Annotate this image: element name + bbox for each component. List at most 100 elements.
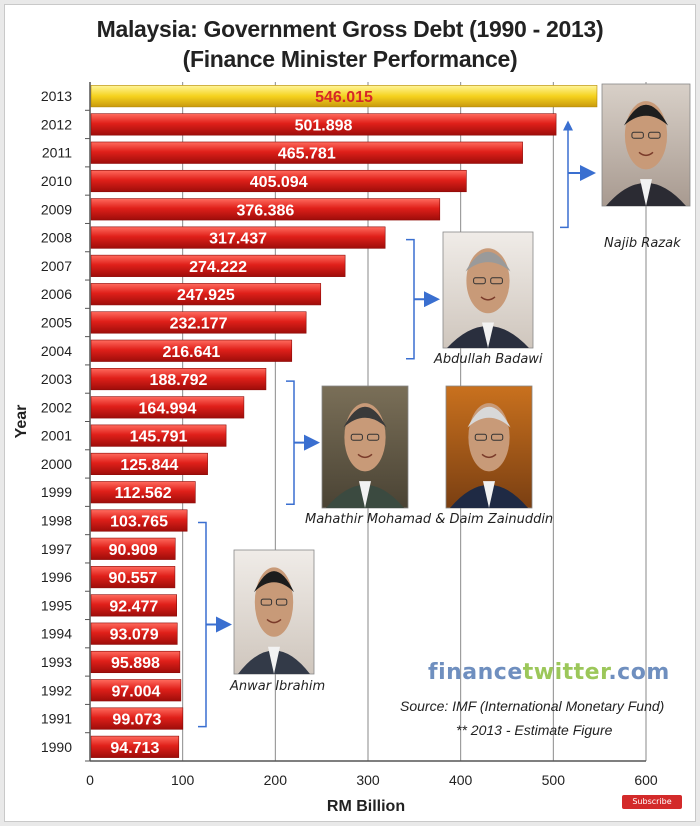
data-label-2002: 164.994 [139,400,197,417]
data-label-1992: 97.004 [111,683,160,700]
portrait-mahathir-mohamad [321,385,409,509]
subscribe-button[interactable]: Subscribe [622,795,682,809]
caption-najib-razak: Najib Razak [604,236,681,251]
bracket-najib [560,120,596,229]
bar-1998 [90,509,188,532]
photo-glasses-right [648,131,661,139]
brand-part3: .com [608,660,670,685]
bar-2013 [90,85,598,108]
photo-glasses-right [491,433,504,441]
y-tick-label: 1999 [41,484,72,500]
photo-glasses-left [260,598,273,606]
bar-2005 [90,311,307,334]
photo-glasses-right [367,433,380,441]
chart-title: Malaysia: Government Gross Debt (1990 - … [96,16,604,42]
y-tick-label: 2009 [41,201,72,217]
arrow-up [563,120,573,131]
y-tick-label: 1996 [41,569,72,585]
data-label-1990: 94.713 [110,740,159,757]
data-label-1995: 92.477 [109,598,158,615]
data-label-2008: 317.437 [209,231,267,248]
y-axis-title: Year [13,405,30,439]
photo-collar [483,481,495,508]
data-label-2012: 501.898 [295,117,353,134]
y-tick-label: 2003 [41,371,72,387]
chart-subtitle: (Finance Minister Performance) [182,46,518,72]
bar-2007 [90,254,346,277]
estimate-note: ** 2013 - Estimate Figure [456,722,613,738]
x-tick-label: 0 [86,772,94,788]
photo-face [466,248,510,314]
data-label-1999: 112.562 [115,485,172,502]
x-tick-label: 300 [356,772,380,788]
photo-mouth [638,151,654,157]
y-tick-label: 2013 [41,88,72,104]
photo-hair [467,406,511,428]
y-tick-label: 1997 [41,541,72,557]
photo-collar [482,322,494,348]
bar-2012 [90,113,557,136]
x-tick-label: 100 [171,772,195,788]
photo-face [254,567,294,637]
axes: 0 100 200 300 400 500 600 RM Billion Year 1990 199… [13,82,658,815]
y-tick-label: 2002 [41,399,72,415]
photo-glasses-left [631,131,644,139]
portrait-daim-zainuddin [445,385,533,509]
bar-2001 [90,424,227,447]
photo-mouth [266,618,282,624]
bar-2011 [90,141,523,164]
y-tick-label: 1993 [41,654,72,670]
data-label-1998: 103.765 [110,514,168,531]
photo-hair [624,104,668,126]
brand-part2: twitter [522,660,609,685]
bracket-line [560,128,569,229]
bracket-mahathir [286,380,320,505]
bar-2006 [90,283,322,306]
x-tick-label: 400 [449,772,473,788]
photo-glasses-left [350,433,363,441]
data-label-2009: 376.386 [236,202,294,219]
x-tick-label: 200 [264,772,288,788]
bar-2008 [90,226,386,249]
y-tick-label: 2010 [41,173,72,189]
y-tick-label: 2005 [41,314,72,330]
y-tick-label: 2011 [42,145,72,161]
bracket-abdullah [406,238,440,360]
x-tick-label: 600 [634,772,658,788]
photo-glasses-right [490,277,503,285]
photo-hair [254,571,294,593]
y-tick-label: 2004 [41,343,72,359]
photo-collar [359,481,371,508]
bar-1993 [90,650,181,674]
photo-hair [465,251,511,272]
photo-mouth [481,453,497,459]
photo-mouth [357,453,373,459]
data-label-1996: 90.557 [108,570,157,587]
photo-hair [343,406,387,428]
y-tick-label: 1991 [41,711,72,727]
y-tick-label: 1998 [41,513,72,529]
financetwitter-logo: financetwitter.com [428,660,670,685]
data-label-1994: 93.079 [110,627,159,644]
caption-abdullah-badawi: Abdullah Badawi [434,352,543,367]
data-label-1997: 90.909 [109,542,158,559]
bar-1997 [90,537,176,560]
bar-2003 [90,368,267,391]
data-label-2001: 145.791 [130,429,188,446]
photo-glasses-left [473,277,486,285]
bar-2004 [90,339,293,362]
y-tick-label: 1990 [41,739,72,755]
bracket-line [198,521,207,728]
x-tick-label: 500 [542,772,566,788]
data-label-2005: 232.177 [170,315,228,332]
photo-glasses-right [275,598,288,606]
y-tick-label: 2001 [41,428,72,444]
bar-1995 [90,594,177,617]
x-axis-title: RM Billion [327,798,405,815]
bars: 94.713 99.073 97.004 95.898 93.079 92.477 90.5… [90,85,598,758]
data-label-2010: 405.094 [250,174,308,191]
photo-collar [268,646,280,674]
brand-part1: finance [428,660,523,685]
portrait-najib-razak [601,83,691,207]
photo-face [468,403,510,472]
